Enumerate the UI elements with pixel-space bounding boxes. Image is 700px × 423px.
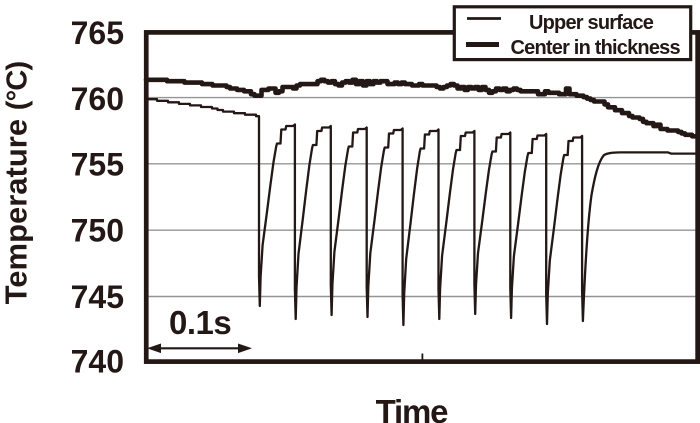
svg-text:Upper surface: Upper surface (529, 12, 654, 34)
svg-text:740: 740 (71, 343, 124, 379)
svg-text:Temperature (°C): Temperature (°C) (0, 61, 34, 304)
svg-text:765: 765 (71, 15, 124, 51)
svg-text:0.1s: 0.1s (169, 304, 231, 341)
svg-text:Center in thickness: Center in thickness (511, 37, 681, 59)
svg-text:760: 760 (71, 81, 124, 117)
svg-text:745: 745 (71, 279, 124, 315)
svg-text:750: 750 (71, 213, 124, 249)
svg-text:Time: Time (376, 393, 448, 423)
svg-text:755: 755 (71, 147, 124, 183)
